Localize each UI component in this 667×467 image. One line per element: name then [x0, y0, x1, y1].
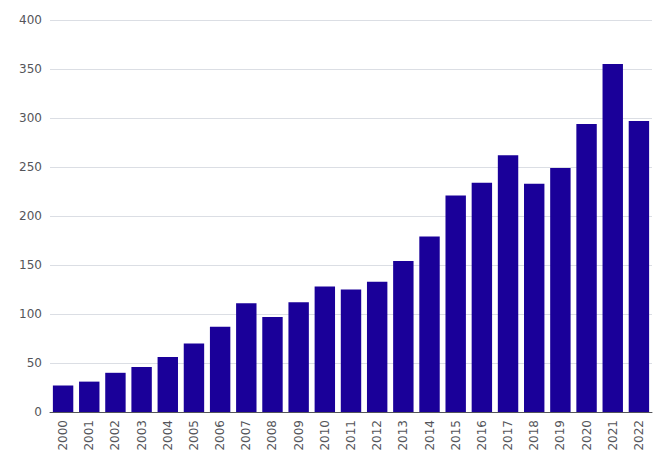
svg-text:2009: 2009: [292, 420, 306, 451]
svg-text:2013: 2013: [396, 420, 410, 451]
svg-text:200: 200: [19, 209, 42, 223]
svg-text:2008: 2008: [265, 420, 279, 451]
svg-text:2003: 2003: [135, 420, 149, 451]
svg-text:2000: 2000: [56, 420, 70, 451]
svg-text:2010: 2010: [318, 420, 332, 451]
svg-text:2022: 2022: [632, 420, 646, 451]
svg-text:2007: 2007: [239, 420, 253, 451]
svg-text:2015: 2015: [449, 420, 463, 451]
svg-text:400: 400: [19, 13, 42, 27]
svg-text:2020: 2020: [580, 420, 594, 451]
svg-text:2012: 2012: [370, 420, 384, 451]
svg-text:2018: 2018: [527, 420, 541, 451]
svg-text:2011: 2011: [344, 420, 358, 451]
svg-text:0: 0: [34, 405, 42, 419]
svg-text:100: 100: [19, 307, 42, 321]
svg-text:2005: 2005: [187, 420, 201, 451]
svg-text:2016: 2016: [475, 420, 489, 451]
svg-text:2001: 2001: [82, 420, 96, 451]
svg-text:2014: 2014: [423, 420, 437, 451]
svg-text:2021: 2021: [606, 420, 620, 451]
svg-text:250: 250: [19, 160, 42, 174]
svg-text:2006: 2006: [213, 420, 227, 451]
svg-text:2004: 2004: [161, 420, 175, 451]
svg-text:2019: 2019: [553, 420, 567, 451]
svg-text:350: 350: [19, 62, 42, 76]
svg-text:300: 300: [19, 111, 42, 125]
svg-text:2002: 2002: [108, 420, 122, 451]
svg-text:50: 50: [27, 356, 42, 370]
svg-text:2017: 2017: [501, 420, 515, 451]
svg-text:150: 150: [19, 258, 42, 272]
